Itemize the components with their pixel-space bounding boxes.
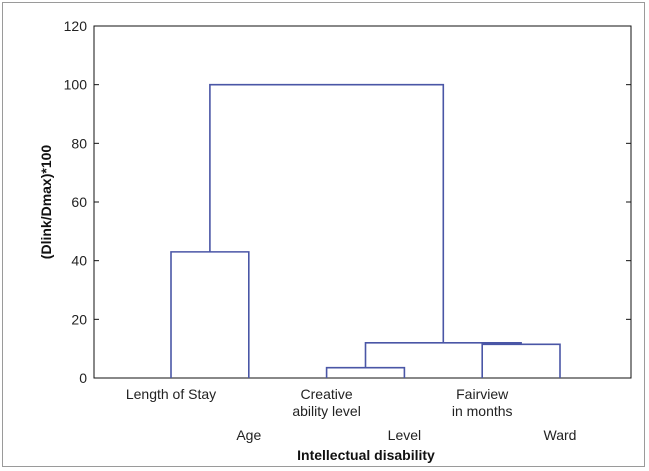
y-axis: 0 20 40 60 80 100 120 — [64, 18, 631, 386]
y-tick-label: 120 — [64, 18, 88, 34]
y-tick-label: 20 — [71, 311, 87, 327]
link-root — [209, 83, 445, 343]
dendrogram-links — [170, 83, 561, 378]
y-tick-label: 0 — [79, 370, 87, 386]
leaf-label: Age — [236, 427, 261, 443]
link-creative-level — [325, 366, 406, 378]
leaf-label: Fairview — [456, 386, 509, 402]
x-axis-title: Intellectual disability — [297, 447, 435, 463]
y-axis-title: (Dlink/Dmax)*100 — [38, 145, 54, 260]
leaf-label: Level — [388, 427, 421, 443]
y-tick-label: 60 — [71, 194, 87, 210]
leaf-label: in months — [452, 403, 513, 419]
plot-area — [93, 25, 632, 379]
link-length-of-stay-age — [170, 251, 250, 378]
y-tick-label: 100 — [64, 77, 88, 93]
chart-frame — [2, 2, 645, 467]
leaf-label: Creative — [301, 386, 353, 402]
leaf-label: Length of Stay — [126, 386, 216, 402]
leaf-label: Ward — [544, 427, 577, 443]
leaf-label: ability level — [292, 403, 360, 419]
link-middle-right — [364, 341, 522, 368]
y-tick-label: 40 — [71, 253, 87, 269]
link-fairview-ward — [481, 343, 561, 378]
y-tick-label: 80 — [71, 135, 87, 151]
